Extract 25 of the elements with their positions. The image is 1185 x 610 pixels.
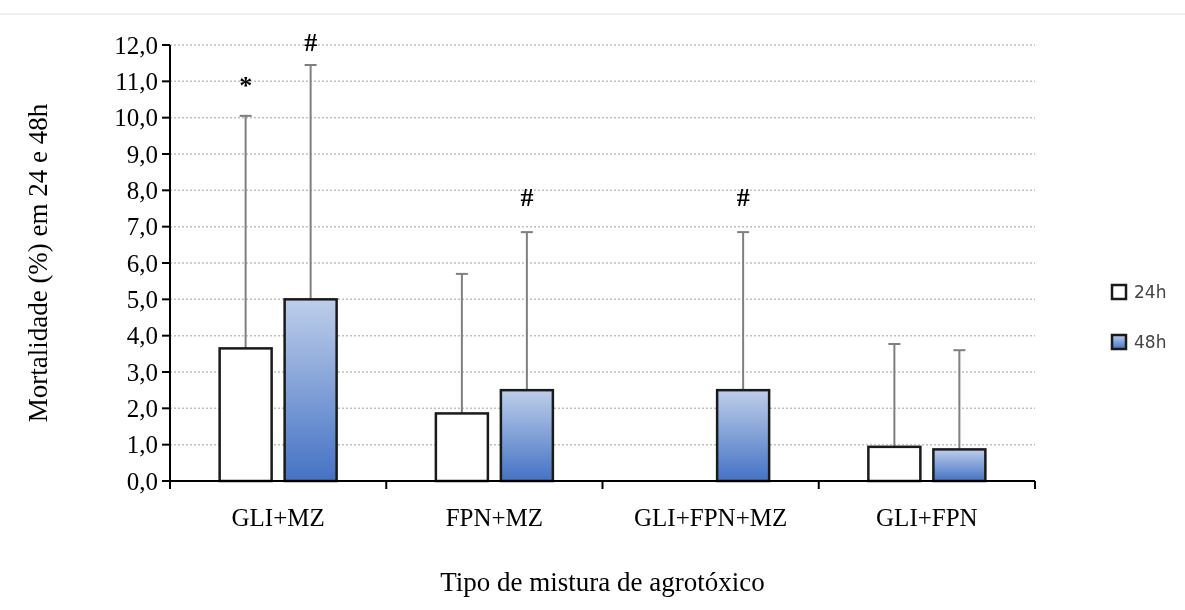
y-tick-label: 12,0: [114, 31, 158, 59]
y-tick-label: 3,0: [126, 358, 158, 386]
y-tick-label: 2,0: [126, 395, 158, 423]
x-tick-label: GLI+FPN+MZ: [634, 504, 788, 531]
y-tick-label: 0,0: [126, 467, 158, 495]
annotation: #: [520, 183, 534, 213]
y-tick-label: 8,0: [126, 177, 158, 205]
y-tick-label: 5,0: [126, 286, 158, 314]
legend-label: 24h: [1134, 281, 1167, 302]
y-tick-label: 1,0: [126, 431, 158, 459]
x-axis-title: Tipo de mistura de agrotóxico: [440, 567, 765, 597]
x-tick-label: GLI+MZ: [231, 504, 325, 531]
legend-label: 48h: [1134, 331, 1167, 352]
x-tick-label: GLI+FPN: [876, 504, 978, 531]
y-tick-label: 6,0: [126, 249, 158, 277]
y-tick-label: 4,0: [126, 322, 158, 350]
annotation: #: [736, 183, 750, 213]
y-axis-title: Mortalidade (%) em 24 e 48h: [23, 103, 53, 423]
x-tick-label: FPN+MZ: [445, 504, 544, 531]
y-tick-label: 11,0: [115, 68, 158, 96]
y-tick-label: 7,0: [126, 213, 158, 241]
y-tick-label: 9,0: [126, 140, 158, 168]
annotation: #: [304, 27, 318, 57]
annotation: *: [239, 70, 253, 100]
y-tick-label: 10,0: [114, 104, 158, 132]
